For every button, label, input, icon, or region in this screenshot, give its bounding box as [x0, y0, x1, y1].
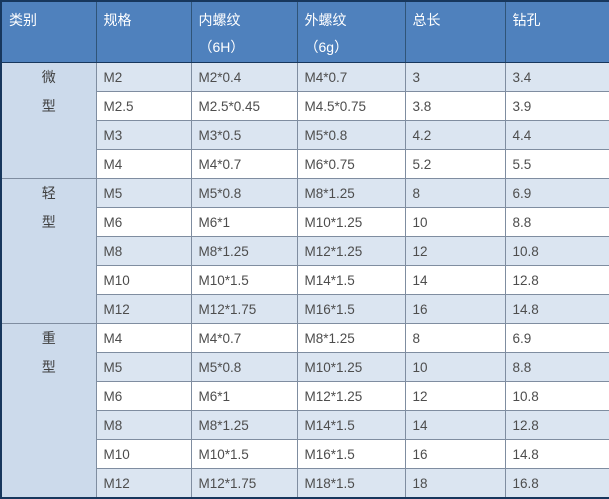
data-cell: 12.8	[505, 411, 609, 440]
data-cell: M10	[96, 266, 191, 295]
data-cell: M4*0.7	[191, 150, 297, 179]
data-cell: M12*1.25	[297, 382, 405, 411]
data-cell: 10.8	[505, 382, 609, 411]
data-cell: 14.8	[505, 295, 609, 324]
data-cell: M4	[96, 324, 191, 353]
data-cell: 10	[405, 208, 505, 237]
header-label: 类别	[9, 10, 96, 30]
data-cell: M14*1.5	[297, 266, 405, 295]
data-cell: M8*1.25	[297, 324, 405, 353]
category-char: 重	[2, 324, 96, 353]
data-cell: 5.5	[505, 150, 609, 179]
data-cell: M3*0.5	[191, 121, 297, 150]
data-cell: M10*1.25	[297, 208, 405, 237]
data-cell: 8.8	[505, 353, 609, 382]
data-cell: M8*1.25	[297, 179, 405, 208]
data-cell: M3	[96, 121, 191, 150]
header-cell-col1: 规格	[96, 1, 191, 63]
header-cell-col5: 钻孔	[505, 1, 609, 63]
data-cell: M5*0.8	[191, 179, 297, 208]
data-cell: M4*0.7	[297, 63, 405, 92]
header-label: 钻孔	[513, 10, 609, 30]
data-cell: 8	[405, 324, 505, 353]
data-cell: M5	[96, 179, 191, 208]
data-cell: M2.5	[96, 92, 191, 121]
header-cell-col3: 外螺纹 （6g）	[297, 1, 405, 63]
header-label: 外螺纹	[305, 10, 405, 30]
data-cell: 5.2	[405, 150, 505, 179]
data-cell: 10	[405, 353, 505, 382]
header-label: 内螺纹	[199, 10, 297, 30]
data-cell: M2*0.4	[191, 63, 297, 92]
data-cell: M12*1.25	[297, 237, 405, 266]
data-cell: M16*1.5	[297, 440, 405, 469]
data-cell: M4	[96, 150, 191, 179]
data-cell: M10*1.5	[191, 440, 297, 469]
data-cell: 16	[405, 295, 505, 324]
data-cell: M6*1	[191, 382, 297, 411]
data-cell: M5*0.8	[297, 121, 405, 150]
data-cell: 6.9	[505, 324, 609, 353]
data-cell: 6.9	[505, 179, 609, 208]
table-header: 类别规格内螺纹 （6H） 外螺纹 （6g） 总长钻孔	[1, 1, 609, 63]
category-char: 型	[2, 353, 96, 382]
data-cell: 3	[405, 63, 505, 92]
data-cell: 3.9	[505, 92, 609, 121]
category-cell: 重型	[1, 324, 96, 499]
data-cell: 14.8	[505, 440, 609, 469]
header-cell-col4: 总长	[405, 1, 505, 63]
data-cell: 3.8	[405, 92, 505, 121]
category-char: 微	[2, 63, 96, 92]
data-cell: 12.8	[505, 266, 609, 295]
data-cell: 16	[405, 440, 505, 469]
data-cell: M5	[96, 353, 191, 382]
data-cell: 4.2	[405, 121, 505, 150]
header-sublabel: （6H）	[199, 37, 297, 57]
category-cell: 轻型	[1, 179, 96, 324]
data-cell: 14	[405, 411, 505, 440]
data-cell: M2	[96, 63, 191, 92]
data-cell: M14*1.5	[297, 411, 405, 440]
data-cell: M8*1.25	[191, 411, 297, 440]
category-char: 轻	[2, 179, 96, 208]
data-cell: M8	[96, 411, 191, 440]
data-cell: 4.4	[505, 121, 609, 150]
data-cell: 14	[405, 266, 505, 295]
category-char: 型	[2, 92, 96, 121]
data-cell: 12	[405, 237, 505, 266]
data-cell: M8	[96, 237, 191, 266]
header-cell-col0: 类别	[1, 1, 96, 63]
data-cell: 8	[405, 179, 505, 208]
category-cell: 微型	[1, 63, 96, 179]
data-cell: 3.4	[505, 63, 609, 92]
data-cell: M8*1.25	[191, 237, 297, 266]
data-cell: M10	[96, 440, 191, 469]
data-cell: M10*1.5	[191, 266, 297, 295]
header-label: 总长	[413, 10, 505, 30]
data-cell: M12*1.75	[191, 295, 297, 324]
data-cell: 8.8	[505, 208, 609, 237]
header-cell-col2: 内螺纹 （6H）	[191, 1, 297, 63]
header-label: 规格	[104, 10, 191, 30]
data-cell: M5*0.8	[191, 353, 297, 382]
data-cell: M16*1.5	[297, 295, 405, 324]
data-cell: M12	[96, 295, 191, 324]
data-cell: 10.8	[505, 237, 609, 266]
data-cell: M6	[96, 208, 191, 237]
data-cell: 12	[405, 382, 505, 411]
category-char: 型	[2, 208, 96, 237]
data-cell: M2.5*0.45	[191, 92, 297, 121]
data-cell: M10*1.25	[297, 353, 405, 382]
data-cell: M6*1	[191, 208, 297, 237]
header-sublabel: （6g）	[305, 37, 405, 57]
data-cell: M4.5*0.75	[297, 92, 405, 121]
data-cell: M6	[96, 382, 191, 411]
data-cell: M6*0.75	[297, 150, 405, 179]
data-cell: M4*0.7	[191, 324, 297, 353]
